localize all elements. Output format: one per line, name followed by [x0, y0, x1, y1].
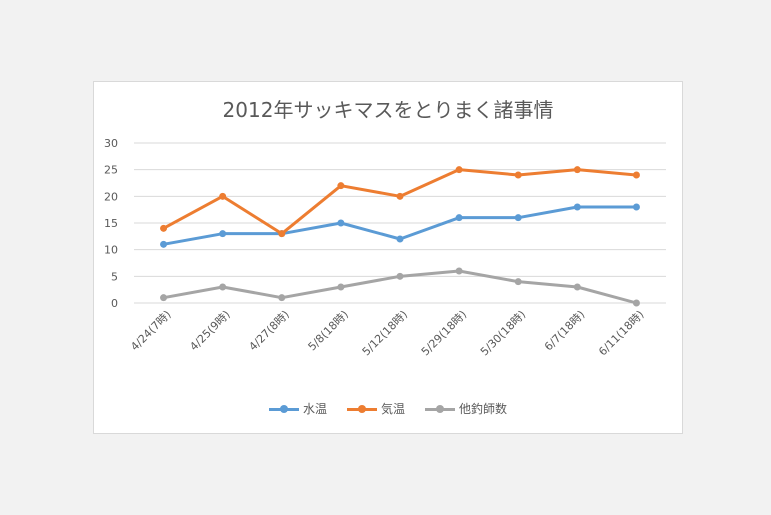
- x-tick-label: 6/11(18時): [596, 308, 646, 358]
- x-tick-label: 4/25(9時): [187, 308, 232, 353]
- chart-plot: 0 5 10 15 20 25 30 4/24(7時) 4/25(9時) 4/27(8時) 5/8(…: [104, 137, 666, 358]
- data-point: [455, 214, 463, 222]
- legend-label: 水温: [302, 402, 327, 416]
- data-point: [160, 224, 168, 232]
- y-tick-label: 5: [111, 270, 118, 283]
- data-point: [337, 283, 345, 291]
- y-tick-label: 0: [111, 297, 118, 310]
- data-point: [337, 219, 345, 227]
- legend-swatch: [425, 404, 455, 414]
- legend-label: 気温: [380, 402, 405, 416]
- data-point: [514, 278, 522, 286]
- x-tick-label: 4/27(8時): [246, 308, 291, 353]
- y-tick-label: 30: [104, 137, 118, 150]
- chart-title: 2012年サッキマスをとりまく諸事情: [222, 98, 554, 122]
- data-point: [396, 192, 404, 200]
- data-point: [219, 283, 227, 291]
- legend-swatch: [268, 404, 299, 414]
- x-tick-label: 6/7(18時): [542, 308, 587, 353]
- data-point: [396, 235, 404, 243]
- y-tick-label: 10: [104, 244, 118, 257]
- data-point: [278, 294, 286, 302]
- legend-item: 気温: [346, 400, 405, 417]
- chart-legend: 水温 気温 他釣師数: [94, 400, 682, 417]
- data-point: [219, 230, 227, 238]
- x-tick-label: 4/24(7時): [128, 308, 173, 353]
- legend-item: 水温: [268, 400, 327, 417]
- data-point: [573, 166, 581, 174]
- data-point: [573, 283, 581, 291]
- legend-swatch: [346, 404, 377, 414]
- data-point: [396, 272, 404, 280]
- y-tick-label: 25: [104, 164, 118, 177]
- data-point: [278, 230, 286, 238]
- x-tick-label: 5/12(18時): [360, 308, 410, 358]
- y-tick-label: 15: [104, 217, 118, 230]
- data-point: [337, 182, 345, 190]
- data-point: [160, 294, 168, 302]
- x-tick-label: 5/30(18時): [478, 308, 528, 358]
- data-point: [160, 240, 168, 248]
- y-tick-label: 20: [104, 190, 118, 203]
- data-point: [455, 267, 463, 275]
- data-point: [632, 299, 640, 307]
- chart-card: 2012年サッキマスをとりまく諸事情 0 5 10 15 20 25 30 4/24(7時) 4…: [93, 81, 683, 434]
- data-point: [632, 203, 640, 211]
- series-line: [162, 168, 637, 236]
- x-tick-label: 5/8(18時): [306, 308, 351, 353]
- data-point: [219, 192, 227, 200]
- data-point: [455, 166, 463, 174]
- x-tick-label: 5/29(18時): [419, 308, 469, 358]
- data-point: [632, 171, 640, 179]
- legend-item: 他釣師数: [425, 400, 507, 417]
- data-point: [514, 171, 522, 179]
- data-point: [573, 203, 581, 211]
- legend-label: 他釣師数: [459, 402, 508, 416]
- data-point: [514, 214, 522, 222]
